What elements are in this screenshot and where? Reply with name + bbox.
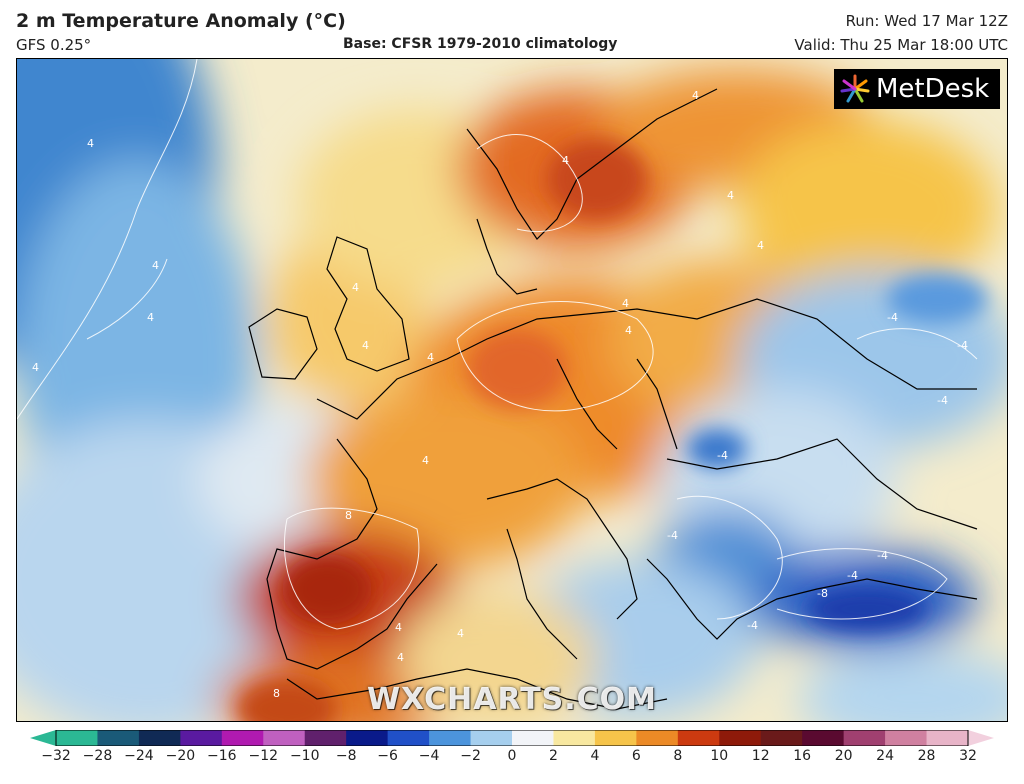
colorbar-tick-label: 32 [959,748,977,764]
colorbar-tick-label: −20 [165,748,196,764]
colorbar-tick-label: 20 [834,748,853,764]
model-name: GFS 0.25° [16,36,92,54]
colorbar-tick-label: 0 [507,748,517,764]
contour-label: 8 [345,509,352,522]
colorbar-tick-label: −24 [124,748,154,764]
valid-time: Valid: Thu 25 Mar 18:00 UTC [794,36,1008,54]
contour-label: -8 [817,587,828,600]
contour-lines [17,59,978,630]
colorbar-cell [885,730,928,746]
anomaly-field [17,59,1007,721]
contour-label: -4 [747,619,758,632]
colorbar-tick-label: 16 [793,748,812,764]
colorbar-cell [221,730,264,746]
colorbar-tick-label: 8 [673,748,683,764]
contour-label: -4 [847,569,858,582]
contour-label: 4 [727,189,734,202]
contour-label: 4 [395,621,402,634]
colorbar-cell [843,730,886,746]
contour-label: -4 [957,339,968,352]
contour-label: 4 [622,297,629,310]
colorbar-cell [304,730,347,746]
chart-title: 2 m Temperature Anomaly (°C) [16,10,346,32]
colorbar-cell [677,730,720,746]
anomaly-detail [237,139,987,721]
logo-text: MetDesk [876,74,990,104]
colorbar-cell [346,730,389,746]
colorbar-cell [429,730,472,746]
contour-label: 4 [397,651,404,664]
colorbar-tick-label: 6 [631,748,641,764]
colorbar-cell [512,730,554,746]
contour-label: -4 [887,311,898,324]
colorbar-cell [263,730,306,746]
colorbar-tick-label: 28 [917,748,936,764]
colorbar-tick-label: −32 [41,748,71,764]
colorbar-tick-label: 24 [876,748,894,764]
colorbar-tick-label: −4 [418,748,440,764]
contour-label: 4 [562,154,569,167]
colorbar-ticks: −32 −28 −24 −20 −16 −12 −10 −8 −6 −4 −2 0 2 4 6 8 10 12 16… [0,748,1024,772]
contour-label: -4 [667,529,678,542]
colorbar-tick-label: −16 [207,748,237,764]
contour-label: 4 [457,627,464,640]
colorbar-tick-label: 2 [548,748,558,764]
colorbar-cell [470,730,513,746]
colorbar-tick-label: −10 [289,748,320,764]
contour-label: 4 [152,259,159,272]
colorbar-tick-label: −2 [460,748,481,764]
colorbar-tick-label: −8 [335,748,357,764]
contour-label: -4 [877,549,888,562]
contour-label: -4 [937,394,948,407]
metdesk-logo: MetDesk [834,69,1000,109]
contour-label: 4 [352,281,359,294]
contour-label: 4 [427,351,434,364]
colorbar-max-arrow [968,730,994,746]
contour-label: 4 [32,361,39,374]
colorbar-tick-label: −6 [377,748,398,764]
watermark: WXCHARTS.COM [366,682,658,717]
contour-label: 4 [692,89,699,102]
colorbar-cell [138,730,181,746]
colorbar-cell [636,730,679,746]
colorbar-cell [719,730,762,746]
coastlines [248,88,978,710]
metdesk-star-icon [840,74,870,103]
contour-label: 4 [757,239,764,252]
colorbar-min-arrow [30,730,56,746]
contour-label: 4 [147,311,154,324]
colorbar [30,730,994,746]
colorbar-tick-label: 10 [710,748,729,764]
colorbar-cell [594,730,637,746]
colorbar-cell [926,730,969,746]
contour-label: 8 [273,687,280,700]
colorbar-cell [180,730,223,746]
contour-label: 4 [625,324,632,337]
contour-label: 4 [362,339,369,352]
run-time: Run: Wed 17 Mar 12Z [845,12,1008,30]
base-climatology: Base: CFSR 1979-2010 climatology [343,36,618,52]
colorbar-tick-label: −28 [82,748,113,764]
colorbar-tick-label: 12 [751,748,770,764]
colorbar-cell [56,730,98,746]
colorbar-cell [553,730,596,746]
contour-label: -4 [717,449,728,462]
contour-label: 4 [422,454,429,467]
colorbar-cell [387,730,430,746]
temperature-anomaly-map[interactable]: 4 4 4 4 4 4 4 4 4 4 4 4 4 4 4 4 4 8 8 -4… [16,58,1008,722]
colorbar-cell [802,730,845,746]
colorbar-cell [760,730,803,746]
colorbar-tick-label: −12 [248,748,279,764]
colorbar-cell [97,730,140,746]
contour-label: 4 [87,137,94,150]
colorbar-tick-label: 4 [590,748,600,764]
map-canvas [17,59,1007,721]
